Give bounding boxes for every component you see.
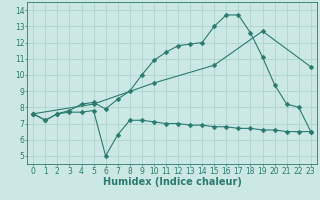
X-axis label: Humidex (Indice chaleur): Humidex (Indice chaleur) — [103, 177, 241, 187]
